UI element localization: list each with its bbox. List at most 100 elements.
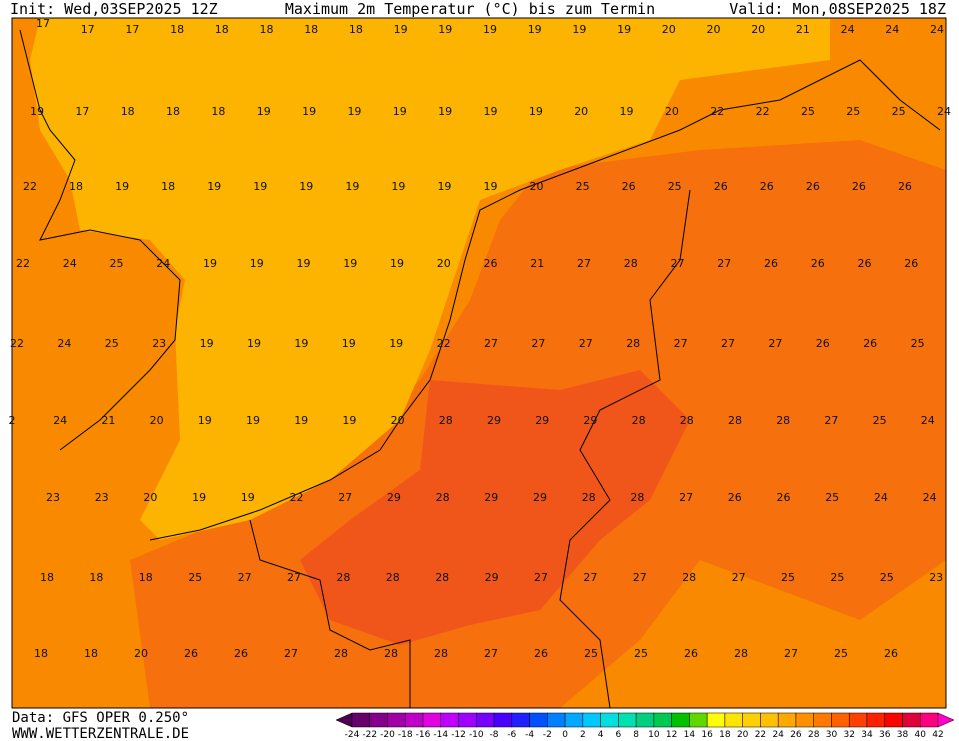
temperature-value: 28	[682, 571, 696, 584]
temperature-value: 27	[671, 257, 685, 270]
temperature-value: 25	[830, 571, 844, 584]
temperature-value: 19	[207, 180, 221, 193]
colorbar-label: 38	[897, 730, 909, 740]
temperature-value: 27	[284, 647, 298, 660]
temperature-value: 20	[134, 647, 148, 660]
colorbar-box	[582, 712, 601, 728]
temperature-value: 19	[253, 180, 267, 193]
temperature-value: 19	[192, 491, 206, 504]
colorbar-label: -4	[525, 730, 534, 740]
temperature-value: 28	[728, 414, 742, 427]
temperature-value: 21	[530, 257, 544, 270]
hot-region	[300, 370, 690, 645]
temperature-value: 19	[390, 257, 404, 270]
temperature-value: 19	[620, 105, 634, 118]
colorbar-label: 8	[633, 730, 639, 740]
temperature-value: 26	[777, 491, 791, 504]
temperature-value: 25	[576, 180, 590, 193]
temperature-value: 22	[10, 337, 24, 350]
colorbar-label: -8	[490, 730, 499, 740]
colorbar-label: -24	[345, 730, 360, 740]
init-label: Init: Wed,03SEP2025 12Z	[10, 0, 218, 18]
temperature-value: 18	[304, 23, 318, 36]
colorbar-box	[476, 712, 495, 728]
data-source: Data: GFS OPER 0.250°	[12, 710, 189, 726]
temperature-value: 28	[680, 414, 694, 427]
colorbar-label: 14	[684, 730, 696, 740]
colorbar-box	[902, 712, 921, 728]
colorbar-box	[742, 712, 761, 728]
colorbar-box	[706, 712, 726, 728]
temperature-value: 19	[438, 105, 452, 118]
colorbar-box	[405, 712, 424, 728]
colorbar-box	[795, 712, 814, 728]
temperature-value: 22	[437, 337, 451, 350]
colorbar-label: 40	[915, 730, 927, 740]
temperature-value: 28	[334, 647, 348, 660]
colorbar-label: 6	[615, 730, 621, 740]
temperature-value: 28	[582, 491, 596, 504]
temperature-value: 25	[188, 571, 202, 584]
temperature-value: 25	[834, 647, 848, 660]
colorbar-box	[635, 712, 655, 728]
temperature-value: 27	[633, 571, 647, 584]
temperature-value: 20	[530, 180, 544, 193]
temperature-value: 20	[143, 491, 157, 504]
temperature-value: 28	[624, 257, 638, 270]
colorbar-box	[884, 712, 903, 728]
temperature-value: 29	[583, 414, 597, 427]
temperature-value: 26	[714, 180, 728, 193]
map-title: Maximum 2m Temperatur (°C) bis zum Termi…	[285, 0, 655, 18]
colorbar-box	[618, 712, 637, 728]
temperature-value: 18	[260, 23, 274, 36]
temperature-value: 24	[937, 105, 951, 118]
colorbar-box	[458, 712, 477, 728]
temperature-value: 29	[387, 491, 401, 504]
temperature-value: 26	[884, 647, 898, 660]
temperature-value: 24	[923, 491, 937, 504]
temperature-value: 24	[885, 23, 899, 36]
coastline	[149, 59, 941, 541]
temperature-value: 19	[347, 105, 361, 118]
temperature-value: 19	[198, 414, 212, 427]
temperature-value: 27	[484, 647, 498, 660]
temperature-value: 28	[384, 647, 398, 660]
temperature-value: 27	[824, 414, 838, 427]
colorbar-box	[777, 712, 797, 728]
temperature-value: 20	[150, 414, 164, 427]
colorbar-label: -18	[398, 730, 413, 740]
colorbar-label: 32	[843, 730, 854, 740]
temperature-value: 19	[200, 337, 214, 350]
temperature-value: 18	[69, 180, 83, 193]
temperature-value: 19	[30, 105, 44, 118]
temperature-value: 24	[841, 23, 855, 36]
temperature-value: 27	[579, 337, 593, 350]
temperature-value: 17	[81, 23, 95, 36]
temperature-value: 26	[764, 257, 778, 270]
colorbar-box	[671, 712, 690, 728]
temperature-value: 28	[434, 647, 448, 660]
colorbar-box	[387, 712, 406, 728]
temperature-value: 28	[386, 571, 400, 584]
sea-region	[30, 18, 830, 540]
temperature-value: 19	[528, 23, 542, 36]
colorbar-box	[653, 712, 672, 728]
colorbar-label: 4	[598, 730, 604, 740]
temperature-value: 18	[121, 105, 135, 118]
temperature-value: 18	[170, 23, 184, 36]
temperature-value: 27	[768, 337, 782, 350]
colorbar-label: 28	[808, 730, 820, 740]
colorbar-box	[813, 712, 832, 728]
temperature-value: 25	[846, 105, 860, 118]
temperature-value: 25	[110, 257, 124, 270]
temperature-value: 20	[574, 105, 588, 118]
colorbar-box	[689, 712, 708, 728]
temperature-value: 19	[391, 180, 405, 193]
colorbar-box	[866, 712, 885, 728]
temperature-value: 26	[622, 180, 636, 193]
temperature-value: 25	[781, 571, 795, 584]
temperature-value: 26	[728, 491, 742, 504]
temperature-value: 29	[484, 491, 498, 504]
colorbar-box	[831, 712, 850, 728]
colorbar-arrow	[335, 712, 353, 728]
